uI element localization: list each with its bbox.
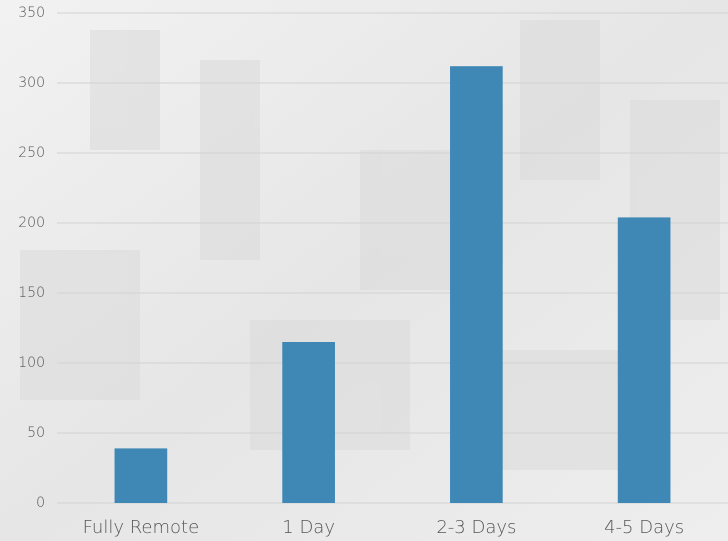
y-tick-label: 0 xyxy=(36,495,45,511)
y-tick-label: 50 xyxy=(27,425,45,441)
y-tick-label: 350 xyxy=(18,5,45,21)
bar xyxy=(450,66,503,503)
y-tick-label: 300 xyxy=(18,75,45,91)
bar xyxy=(282,342,335,503)
x-tick-label: 4-5 Days xyxy=(604,517,684,538)
bar xyxy=(114,448,168,503)
y-tick-label: 100 xyxy=(18,355,45,371)
bar xyxy=(617,217,671,503)
x-tick-label: 2-3 Days xyxy=(436,517,516,538)
y-tick-label: 250 xyxy=(18,145,45,161)
y-tick-label: 200 xyxy=(18,215,45,231)
y-tick-label: 150 xyxy=(18,285,45,301)
x-tick-label: 1 Day xyxy=(282,517,335,538)
x-tick-label: Fully Remote xyxy=(83,517,200,538)
